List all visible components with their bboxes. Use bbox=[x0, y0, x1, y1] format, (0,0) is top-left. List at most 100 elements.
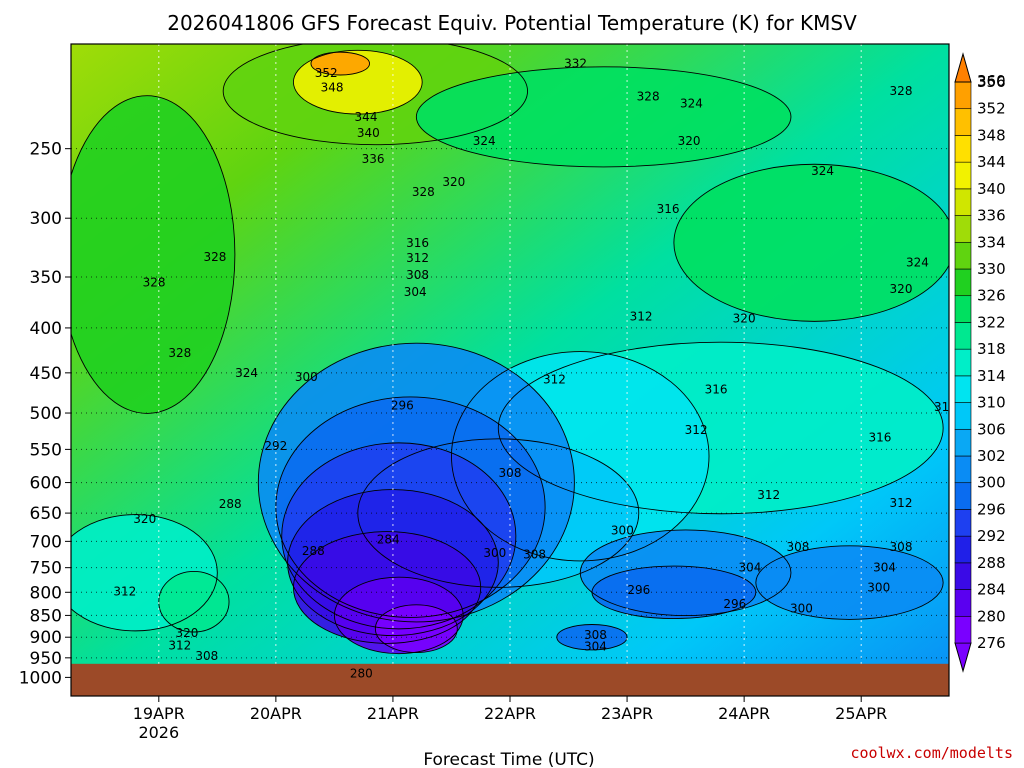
contour-label: 296 bbox=[627, 583, 650, 597]
contour-label: 312 bbox=[543, 373, 566, 387]
contour-line bbox=[673, 163, 949, 322]
y-tick-label: 400 bbox=[30, 319, 62, 339]
y-tick-label: 1000 bbox=[19, 668, 62, 688]
colorbar-label: 296 bbox=[977, 500, 1006, 518]
contour-label: 280 bbox=[350, 667, 373, 681]
colorbar-label: 318 bbox=[977, 340, 1006, 358]
contour-label: 300 bbox=[295, 370, 318, 384]
contour-label: 308 bbox=[523, 548, 546, 562]
y-tick-label: 300 bbox=[30, 209, 62, 229]
contour-line bbox=[71, 514, 218, 632]
colorbar-segment bbox=[954, 482, 972, 510]
colorbar-cap-top bbox=[954, 52, 972, 83]
colorbar-label: 326 bbox=[977, 287, 1006, 305]
colorbar-label: 292 bbox=[977, 527, 1006, 545]
x-tick-label: 19APR bbox=[133, 704, 185, 723]
field-318 bbox=[158, 571, 230, 632]
contour-label: 324 bbox=[235, 366, 258, 380]
x-tick-label: 25APR bbox=[835, 704, 887, 723]
colorbar-segment bbox=[954, 615, 972, 644]
contour-label: 320 bbox=[442, 175, 465, 189]
contour-label: 312 bbox=[113, 584, 136, 598]
contour-label: 308 bbox=[890, 540, 913, 554]
colorbar-label: 322 bbox=[977, 313, 1006, 331]
contour-label: 316 bbox=[657, 202, 680, 216]
colorbar-segment bbox=[954, 322, 972, 350]
contour-label: 296 bbox=[723, 597, 746, 611]
colorbar-segment bbox=[954, 241, 972, 270]
colorbar-label: 310 bbox=[977, 394, 1006, 412]
contour-label: 308 bbox=[787, 540, 810, 554]
ground-terrain bbox=[71, 663, 949, 696]
contour-label: 316 bbox=[406, 236, 429, 250]
field-352 bbox=[310, 52, 370, 76]
contour-label: 292 bbox=[264, 439, 287, 453]
colorbar-label: 340 bbox=[977, 180, 1006, 198]
contour-line bbox=[281, 442, 517, 630]
contour-label: 328 bbox=[890, 84, 913, 98]
y-tick-label: 450 bbox=[30, 364, 62, 384]
contour-line bbox=[310, 51, 370, 76]
contour-line bbox=[71, 95, 236, 414]
contour-label: 316 bbox=[705, 382, 728, 396]
contour-label: 320 bbox=[133, 512, 156, 526]
time-gridlines bbox=[158, 44, 862, 696]
colorbar-segment bbox=[954, 535, 972, 564]
contour-label: 340 bbox=[357, 126, 380, 140]
colorbar-label: 300 bbox=[977, 474, 1006, 492]
contour-label: 304 bbox=[584, 639, 607, 653]
y-tick-label: 250 bbox=[30, 140, 62, 160]
contour-label: 300 bbox=[867, 580, 890, 594]
colorbar-segment bbox=[954, 161, 972, 190]
colorbar-segment bbox=[954, 135, 972, 163]
contour-label: 312 bbox=[685, 423, 708, 437]
contour-label: 312 bbox=[168, 639, 191, 653]
y-tick-label: 900 bbox=[30, 628, 62, 648]
contour-line bbox=[497, 341, 944, 515]
colorbar-label: 280 bbox=[977, 607, 1006, 625]
x-axis-label: Forecast Time (UTC) bbox=[423, 750, 594, 768]
y-tick-label: 500 bbox=[30, 404, 62, 424]
colorbar-segment bbox=[954, 589, 972, 617]
field-326 bbox=[71, 95, 235, 414]
contour-lines bbox=[71, 44, 949, 655]
contour-label: 312 bbox=[890, 496, 913, 510]
x-tick-year: 2026 bbox=[138, 723, 179, 742]
x-tick-label: 21APR bbox=[367, 704, 419, 723]
contour-line bbox=[292, 531, 482, 644]
x-tick-label: 22APR bbox=[484, 704, 536, 723]
contour-label: 328 bbox=[143, 275, 166, 289]
contour-label: 300 bbox=[790, 602, 813, 616]
contour-label: 344 bbox=[355, 110, 378, 124]
colorbar-label: 302 bbox=[977, 447, 1006, 465]
contour-label: 328 bbox=[412, 185, 435, 199]
y-tick-label: 550 bbox=[30, 440, 62, 460]
contour-label: 320 bbox=[175, 626, 198, 640]
contour-label: 328 bbox=[168, 346, 191, 360]
colorbar-label: 314 bbox=[977, 367, 1006, 385]
y-tick-label: 350 bbox=[30, 268, 62, 288]
colorbar-label: 360 bbox=[977, 72, 1006, 90]
colorbar-segment bbox=[954, 188, 972, 216]
contour-label: 320 bbox=[678, 134, 701, 148]
colorbar-segment bbox=[954, 348, 972, 377]
colorbar-label: 334 bbox=[977, 233, 1006, 251]
colorbar-segment bbox=[954, 215, 972, 243]
contour-label: 312 bbox=[406, 251, 429, 265]
contour-label: 324 bbox=[473, 134, 496, 148]
contour-label: 332 bbox=[564, 57, 587, 71]
contour-label: 308 bbox=[195, 649, 218, 663]
credit-text: coolwx.com/modelts bbox=[850, 744, 1013, 762]
contour-line bbox=[357, 438, 640, 588]
contour-line bbox=[158, 570, 230, 633]
contour-label: 336 bbox=[362, 152, 385, 166]
contour-line bbox=[292, 49, 423, 115]
contour-label: 328 bbox=[637, 89, 660, 103]
contour-label: 304 bbox=[404, 285, 427, 299]
contour-label: 288 bbox=[219, 497, 242, 511]
contour-label: 324 bbox=[680, 96, 703, 110]
contour-label: 348 bbox=[321, 81, 344, 95]
